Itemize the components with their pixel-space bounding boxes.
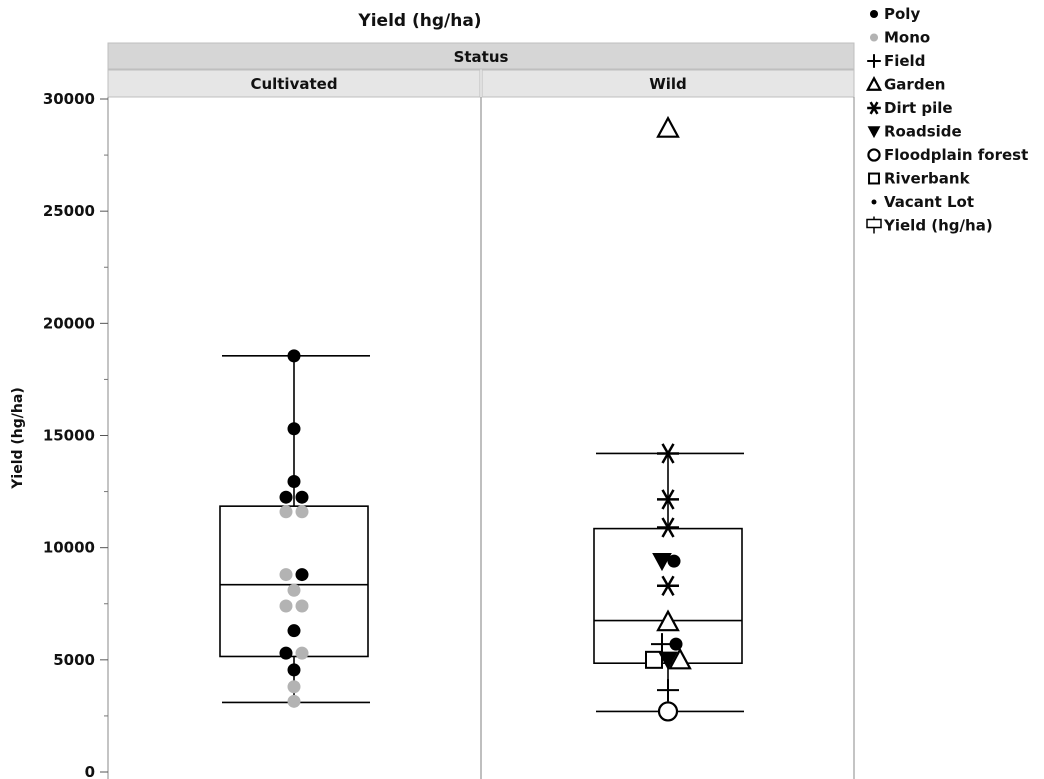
panel-header-bg-cultivated (107, 69, 481, 98)
data-point-circle-open (657, 701, 679, 722)
legend-marker-triangle-down (867, 126, 881, 139)
legend-marker-square-open (868, 172, 880, 185)
y-tick-label: 10000 (43, 539, 95, 557)
data-point-dot-gray (295, 599, 309, 613)
panel-wild (593, 115, 744, 722)
data-point-dot-black (287, 349, 301, 363)
legend-marker-box (866, 216, 882, 234)
legend-marker-dot-small (871, 199, 877, 205)
data-point-dot-black (295, 568, 309, 582)
legend-label: Vacant Lot (884, 193, 974, 211)
legend-marker-dot-gray (869, 33, 879, 42)
panel-label-cultivated: Cultivated (250, 75, 337, 93)
data-point-plus (657, 679, 679, 702)
y-tick-label: 25000 (43, 202, 95, 220)
panel-cultivated (219, 349, 370, 708)
data-point-dot-black (287, 422, 301, 436)
legend-label: Floodplain forest (884, 146, 1028, 164)
data-point-dot-gray (295, 646, 309, 660)
legend-item: Riverbank (868, 170, 971, 188)
y-axis-label: Yield (hg/ha) (10, 387, 26, 489)
chart-title: Yield (hg/ha) (357, 11, 481, 31)
y-axis-ticks: 0 5000 10000 15000 20000 25000 30000 (43, 90, 108, 779)
data-point-asterisk (657, 575, 679, 596)
data-point-asterisk (657, 489, 679, 510)
panel-label-wild: Wild (649, 75, 687, 93)
legend-label: Garden (884, 76, 945, 94)
legend-item: Garden (865, 75, 945, 94)
data-point-dot-gray (287, 680, 301, 694)
legend-marker-plus (867, 54, 881, 68)
legend-label: Dirt pile (884, 99, 953, 117)
legend-marker-dot-black (869, 9, 879, 19)
status-header-label: Status (454, 48, 509, 66)
status-header-bg (107, 42, 855, 70)
legend-label: Poly (884, 5, 920, 23)
data-point-square-open (645, 650, 663, 669)
iqr-box (219, 505, 369, 658)
legend-label: Roadside (884, 123, 962, 141)
data-point-triangle-up (668, 647, 692, 670)
legend-item: Roadside (867, 123, 962, 141)
y-tick-label: 30000 (43, 90, 95, 108)
data-point-dot-black (287, 624, 301, 638)
legend-item: Mono (869, 29, 930, 47)
data-point-asterisk (657, 517, 679, 538)
legend-label: Field (884, 52, 925, 70)
data-point-dot-gray (295, 505, 309, 519)
legend-label: Mono (884, 29, 930, 47)
data-point-dot-gray (279, 599, 293, 613)
data-point-dot-gray (287, 583, 301, 597)
legend-item: Dirt pile (867, 99, 953, 117)
legend: Poly Mono Field Garden Dirt pile Roadside Floo… (865, 5, 1028, 235)
y-tick-label: 0 (85, 763, 95, 779)
data-point-dot-gray (279, 505, 293, 519)
legend-item: Vacant Lot (871, 193, 974, 211)
legend-marker-triangle-up (865, 75, 883, 91)
data-point-dot-gray (287, 694, 301, 708)
plot-panels (219, 115, 744, 722)
data-point-dot-black (287, 663, 301, 677)
y-tick-label: 20000 (43, 314, 95, 332)
data-point-triangle-down (658, 651, 678, 670)
y-tick-label: 5000 (53, 651, 95, 669)
legend-marker-asterisk (867, 101, 881, 115)
legend-label: Riverbank (884, 170, 971, 188)
data-point-dot-black (287, 474, 301, 488)
data-point-triangle-up (656, 115, 680, 138)
legend-item: Poly (869, 5, 920, 23)
legend-item: Field (867, 52, 925, 70)
data-point-triangle-up (656, 609, 680, 632)
data-point-dot-black (295, 490, 309, 504)
data-point-dot-black (667, 554, 681, 568)
data-point-dot-black (279, 490, 293, 504)
data-point-asterisk (657, 443, 679, 464)
legend-item: Floodplain forest (867, 146, 1028, 164)
iqr-box (593, 527, 743, 664)
data-point-dot-black (669, 637, 683, 651)
y-tick-label: 15000 (43, 427, 95, 445)
panel-header-bg-wild (481, 69, 855, 98)
data-point-dot-gray (279, 568, 293, 582)
data-point-triangle-down (652, 552, 672, 572)
data-point-dot-black (279, 646, 293, 660)
legend-marker-circle-open (867, 148, 881, 162)
legend-label: Yield (hg/ha) (883, 217, 993, 235)
legend-item: Yield (hg/ha) (866, 216, 993, 235)
